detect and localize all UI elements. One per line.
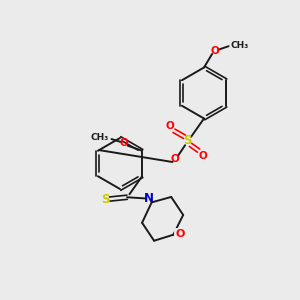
Text: O: O xyxy=(170,154,179,164)
Text: CH₃: CH₃ xyxy=(230,41,248,50)
Text: O: O xyxy=(199,151,208,161)
Text: O: O xyxy=(165,121,174,131)
Text: O: O xyxy=(120,138,128,148)
Text: S: S xyxy=(101,193,110,206)
Text: CH₃: CH₃ xyxy=(90,133,109,142)
Text: N: N xyxy=(144,192,154,205)
Text: O: O xyxy=(175,229,184,239)
Text: O: O xyxy=(210,46,219,56)
Text: S: S xyxy=(183,134,192,148)
